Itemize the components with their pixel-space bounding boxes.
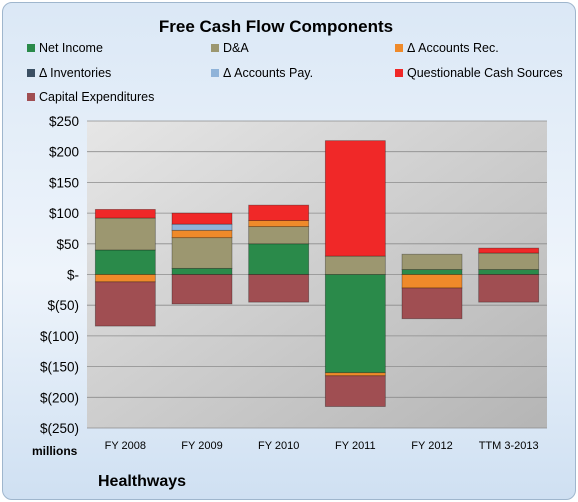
bar-segment: [401, 274, 463, 289]
y-tick-label: $250: [49, 114, 79, 129]
x-tick-label: FY 2010: [258, 440, 299, 452]
legend-label-capital-expenditures: Capital Expenditures: [39, 90, 155, 104]
legend-capital-expenditures: Capital Expenditures: [27, 90, 154, 104]
x-tick-label: FY 2011: [335, 440, 376, 452]
legend-swatch-questionable-cash: [395, 69, 403, 77]
bar-segment: [171, 267, 233, 275]
bar-segment: [478, 274, 540, 303]
legend-da: D&A: [211, 41, 249, 55]
bar-segment: [401, 269, 463, 275]
bar-segment: [171, 223, 233, 231]
bar-segment: [94, 209, 156, 219]
bar-segment: [94, 274, 156, 283]
legend-swatch-inventories: [27, 69, 35, 77]
bars-group: [94, 140, 540, 407]
legend-label-da: D&A: [223, 41, 249, 55]
bar-segment: [94, 249, 156, 275]
legend-swatch-net-income: [27, 44, 35, 52]
bar-segment: [94, 281, 156, 327]
bar-segment: [248, 204, 310, 221]
y-axis-ticks: $250 $200 $150 $100 $50 $- $(50) $(100) $(150) $(…: [40, 114, 79, 436]
x-tick-label: FY 2008: [105, 440, 146, 452]
company-name: Healthways: [98, 473, 187, 490]
y-tick-label: $100: [49, 206, 79, 221]
y-tick-label: $50: [56, 237, 79, 252]
legend-swatch-accounts-rec: [395, 44, 403, 52]
chart-plot: $250 $200 $150 $100 $50 $- $(50) $(100) $(150) $(…: [40, 114, 547, 452]
y-tick-label: $200: [49, 145, 79, 160]
y-tick-label: $(200): [40, 390, 79, 405]
y-tick-label: $(50): [47, 298, 79, 313]
y-tick-label: $(100): [40, 329, 79, 344]
gridlines: [87, 120, 547, 429]
legend-label-inventories: Δ Inventories: [39, 66, 112, 80]
bar-segment: [324, 255, 386, 275]
bar-segment: [324, 274, 386, 374]
bar-segment: [248, 274, 310, 303]
units-label: millions: [32, 444, 78, 458]
legend-swatch-accounts-pay: [211, 69, 219, 77]
legend-label-accounts-rec: Δ Accounts Rec.: [407, 41, 499, 55]
legend-inventories: Δ Inventories: [27, 66, 111, 80]
y-tick-label: $150: [49, 175, 79, 190]
y-tick-label: $(150): [40, 360, 79, 375]
bar-segment: [94, 217, 156, 251]
bar-segment: [478, 252, 540, 270]
bar-segment: [248, 243, 310, 275]
bar-segment: [478, 247, 540, 254]
chart-title: Free Cash Flow Components: [158, 17, 394, 36]
bar-segment: [324, 375, 386, 407]
bar-segment: [478, 269, 540, 275]
y-tick-label: $(250): [40, 421, 79, 436]
legend-label-net-income: Net Income: [39, 41, 103, 55]
legend-label-questionable-cash: Questionable Cash Sources: [407, 66, 563, 80]
x-tick-label: FY 2012: [411, 440, 452, 452]
bar-segment: [324, 140, 386, 257]
bar-segment: [171, 237, 233, 269]
bar-segment: [401, 253, 463, 270]
bar-segment: [171, 212, 233, 225]
bar-segment: [324, 372, 386, 377]
legend-accounts-rec: Δ Accounts Rec.: [395, 41, 499, 55]
bar-segment: [171, 274, 233, 305]
legend-questionable-cash: Questionable Cash Sources: [395, 66, 563, 80]
legend-swatch-capital-expenditures: [27, 93, 35, 101]
bar-segment: [248, 220, 310, 228]
x-tick-label: FY 2009: [181, 440, 222, 452]
legend-accounts-pay: Δ Accounts Pay.: [211, 66, 313, 80]
x-axis-ticks: FY 2008 FY 2009 FY 2010 FY 2011 FY 2012 TTM 3…: [105, 440, 539, 452]
x-tick-label: TTM 3-2013: [479, 440, 539, 452]
bar-segment: [171, 229, 233, 239]
legend-swatch-da: [211, 44, 219, 52]
bar-segment: [248, 226, 310, 245]
legend-label-accounts-pay: Δ Accounts Pay.: [223, 66, 314, 80]
bar-segment: [401, 287, 463, 320]
legend-net-income: Net Income: [27, 41, 103, 55]
y-tick-label: $-: [67, 268, 79, 283]
